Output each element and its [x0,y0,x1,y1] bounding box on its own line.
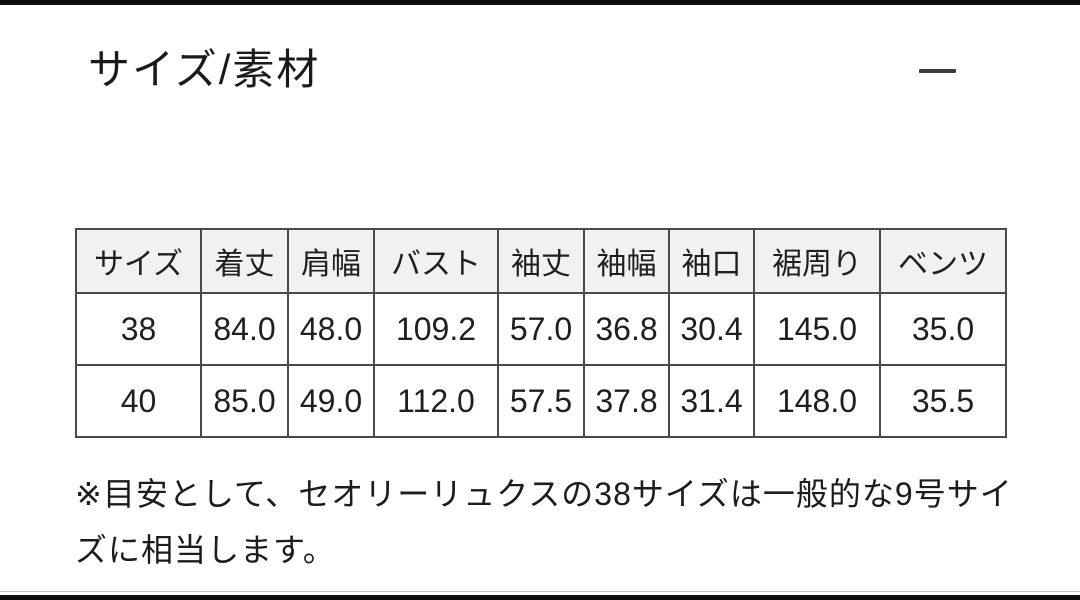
table-cell: 36.8 [583,292,670,366]
table-cell: 148.0 [753,364,881,438]
top-frame-bar [0,0,1080,5]
header-cell-length: 着丈 [200,228,289,294]
table-cell: 38 [75,292,202,366]
table-cell: 35.5 [879,364,1007,438]
table-row-size-38: 38 84.0 48.0 109.2 57.0 36.8 30.4 145.0 … [75,292,1007,366]
table-cell: 57.5 [497,364,585,438]
bottom-frame-bar [0,595,1080,600]
table-cell: 112.0 [373,364,499,438]
header-cell-bust: バスト [373,228,499,294]
table-cell: 40 [75,364,202,438]
header-cell-shoulder: 肩幅 [287,228,375,294]
table-cell: 35.0 [879,292,1007,366]
header-cell-hem: 裾周り [753,228,881,294]
table-cell: 57.0 [497,292,585,366]
table-cell: 145.0 [753,292,881,366]
header-cell-vent: ベンツ [879,228,1007,294]
table-cell: 37.8 [583,364,670,438]
table-cell: 49.0 [287,364,375,438]
accordion-header-size-material[interactable]: サイズ/素材 [0,36,1080,106]
table-header-row: サイズ 着丈 肩幅 バスト 袖丈 袖幅 袖口 裾周り ベンツ [75,228,1007,294]
table-cell: 31.4 [668,364,755,438]
table-cell: 30.4 [668,292,755,366]
table-cell: 85.0 [200,364,289,438]
table-cell: 48.0 [287,292,375,366]
header-cell-cuff: 袖口 [668,228,755,294]
table-cell: 109.2 [373,292,499,366]
minus-icon[interactable] [919,69,956,73]
section-title: サイズ/素材 [88,46,321,93]
header-cell-size: サイズ [75,228,202,294]
table-cell: 84.0 [200,292,289,366]
size-guide-note: ※目安として、セオリーリュクスの38サイズは一般的な9号サイズに相当します。 [75,476,1013,568]
size-spec-table: サイズ 着丈 肩幅 バスト 袖丈 袖幅 袖口 裾周り ベンツ 38 84.0 4… [75,228,1007,438]
bottom-hairline [0,591,1080,592]
table-row-size-40: 40 85.0 49.0 112.0 57.5 37.8 31.4 148.0 … [75,364,1007,438]
header-cell-sleeve-width: 袖幅 [583,228,670,294]
header-cell-sleeve-length: 袖丈 [497,228,585,294]
